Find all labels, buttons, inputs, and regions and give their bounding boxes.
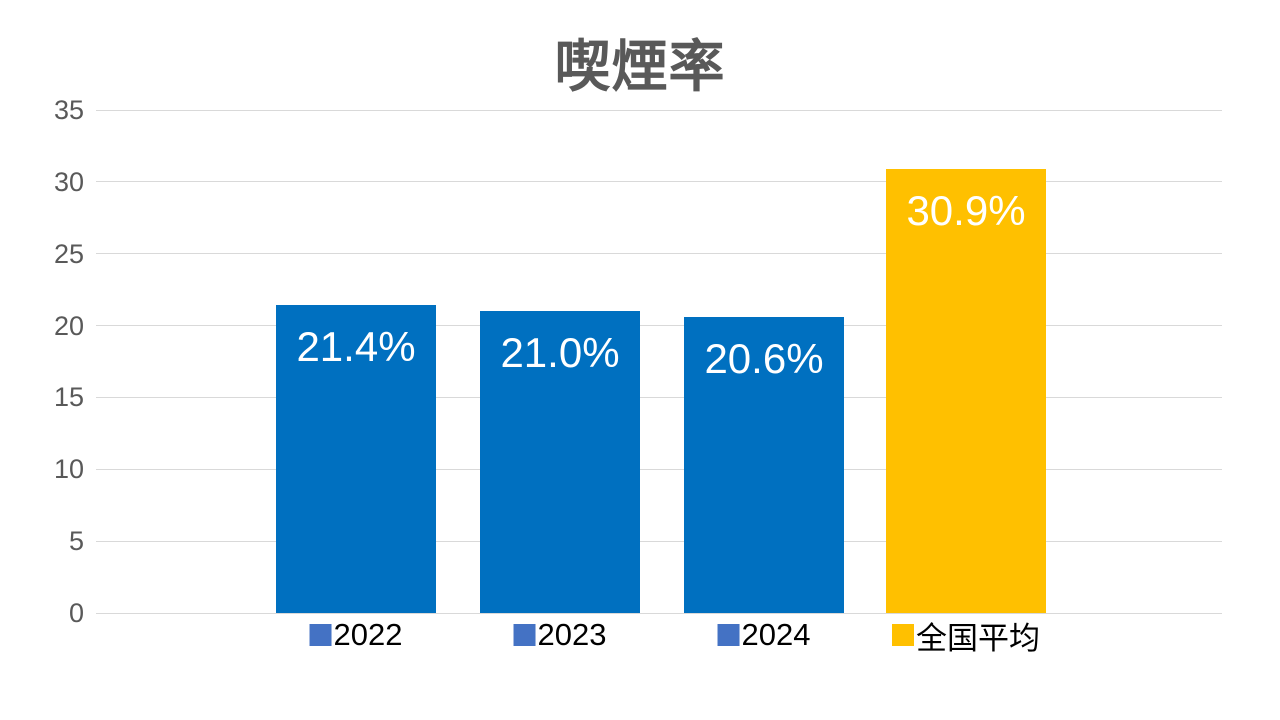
- bar-value-label-2023: 21.0%: [500, 329, 620, 377]
- bar-2022: 21.4%: [276, 305, 436, 613]
- bar-2024: 20.6%: [684, 316, 844, 613]
- y-axis-tick-label-0: 0: [68, 598, 84, 628]
- y-axis-tick-label-35: 35: [53, 95, 84, 125]
- gridline-y-0: [96, 612, 1222, 614]
- bar-value-label-national-average: 30.9%: [906, 186, 1026, 234]
- legend-swatch-icon-national-average: [892, 624, 914, 646]
- legend-swatch-icon-2022: [309, 624, 332, 646]
- gridline-y-30: [96, 181, 1222, 183]
- y-axis-tick-label-20: 20: [53, 310, 84, 341]
- category-label-national-average: 全国平均: [892, 616, 1040, 656]
- category-label-2023: 2023: [513, 616, 607, 654]
- gridline-y-15: [96, 396, 1222, 398]
- chart-title: 喫煙率: [554, 35, 726, 98]
- category-label-2024: 2024: [717, 616, 811, 654]
- category-text-2024: 2024: [741, 617, 811, 652]
- category-label-2022: 2022: [309, 616, 403, 654]
- gridline-y-35: [96, 109, 1222, 111]
- y-axis-tick-label-30: 30: [53, 166, 84, 197]
- gridline-y-5: [96, 540, 1222, 542]
- legend-swatch-icon-2023: [513, 624, 536, 646]
- y-axis-tick-label-10: 10: [53, 454, 84, 485]
- bar-value-label-2022: 21.4%: [296, 323, 416, 371]
- category-text-2023: 2023: [537, 617, 607, 652]
- gridline-y-25: [96, 253, 1222, 255]
- bar-national-average: 30.9%: [886, 168, 1046, 613]
- category-text-national-average: 全国平均: [916, 620, 1040, 656]
- gridline-y-20: [96, 325, 1222, 327]
- category-text-2022: 2022: [333, 617, 403, 652]
- y-axis-tick-label-15: 15: [53, 382, 84, 413]
- gridline-y-10: [96, 468, 1222, 470]
- legend-swatch-icon-2024: [717, 624, 740, 646]
- bar-2023: 21.0%: [480, 311, 640, 613]
- y-axis-tick-label-5: 5: [68, 526, 84, 557]
- bar-value-label-2024: 20.6%: [704, 334, 824, 382]
- y-axis-tick-label-25: 25: [53, 238, 84, 269]
